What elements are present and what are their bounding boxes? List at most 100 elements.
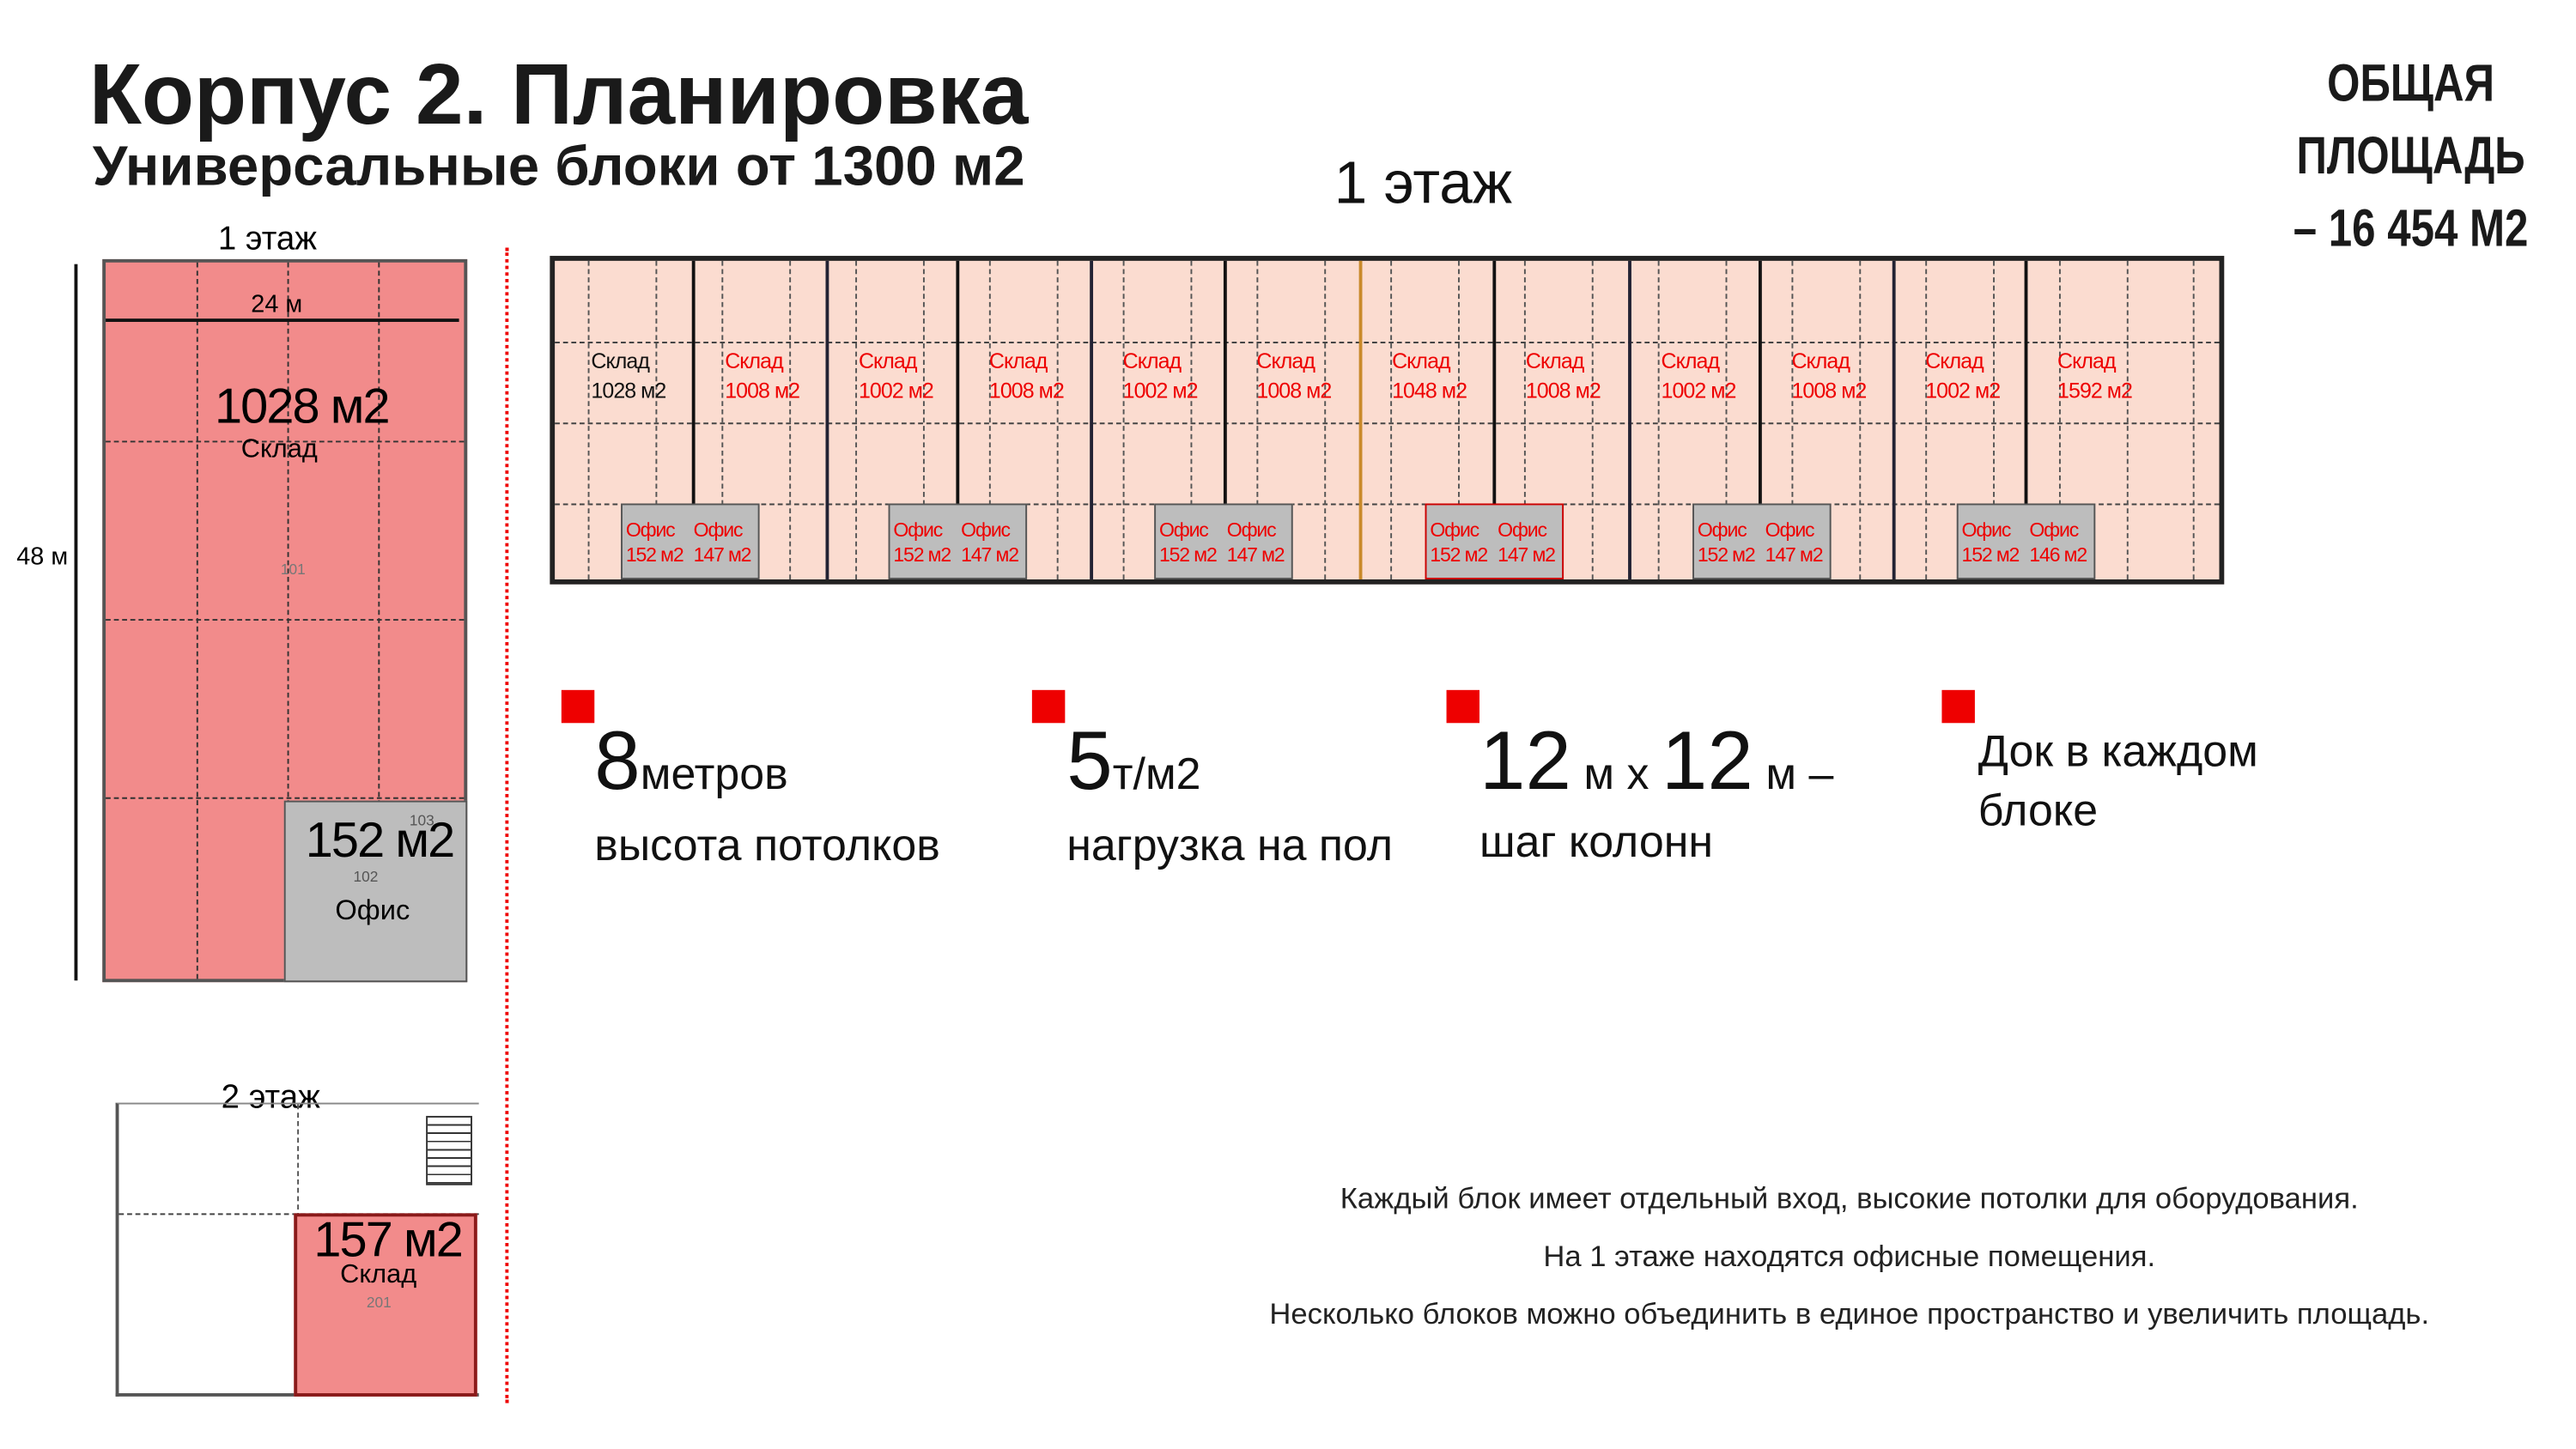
floor2-name: Склад	[340, 1261, 417, 1289]
block-name: Склад	[1791, 348, 1850, 373]
main-floor-plan: Склад 1028 м2 Склад 1008 м2 Склад 1002 м2 Скла…	[550, 256, 2225, 585]
stairs-icon	[426, 1115, 472, 1185]
office-label: Офис 152 м2	[1430, 518, 1488, 568]
office-name: Офис	[693, 518, 744, 542]
block-name: Склад	[1925, 348, 1984, 373]
block-name: Склад	[1392, 348, 1451, 373]
column-line	[2192, 260, 2195, 579]
separator	[505, 247, 509, 1404]
block-label: Склад 1002 м2	[1661, 347, 1737, 406]
column-line	[988, 260, 991, 579]
office-label: Офис 152 м2	[1158, 518, 1218, 568]
office-name: Офис	[1226, 518, 1277, 542]
office-name: Офис	[335, 894, 410, 926]
block-area: 1008 м2	[1791, 378, 1867, 403]
block-divider	[825, 260, 829, 579]
width-label: 24 м	[251, 290, 303, 319]
bullet-icon	[1446, 689, 1480, 724]
column-line	[1390, 260, 1393, 579]
office-pair: Офис 152 м2 Офис 147 м2	[1692, 503, 1832, 579]
office-area: 147 м2	[1498, 543, 1556, 567]
office-label: Офис 147 м2	[1227, 518, 1285, 568]
block-area: 1008 м2	[1525, 378, 1601, 403]
column-line	[2058, 260, 2061, 579]
block-label: Склад 1008 м2	[988, 347, 1065, 406]
office-pair: Офис 152 м2 Офис 147 м2	[621, 503, 760, 579]
note-line: Несколько блоков можно объединить в един…	[1269, 1297, 2430, 1331]
block-divider	[1358, 260, 1363, 579]
block-area: 1008 м2	[725, 378, 800, 403]
room-number: 102	[353, 868, 379, 885]
feature-unit: метров	[640, 749, 788, 799]
room-number: 201	[366, 1294, 392, 1311]
column-line	[654, 260, 657, 579]
height-label: 48 м	[16, 543, 69, 572]
grid-line	[555, 342, 2220, 343]
block-area: 1002 м2	[1925, 378, 2001, 403]
office-pair: Офис 152 м2 Офис 146 м2	[1956, 503, 2096, 579]
column-line	[788, 260, 791, 579]
block-label: Склад 1592 м2	[2057, 347, 2133, 406]
floor2-area: 157 м2	[313, 1213, 463, 1268]
page-subtitle: Универсальные блоки от 1300 м2	[92, 135, 1025, 198]
office-area: 152 м2	[1430, 543, 1488, 567]
office-label: Офис 147 м2	[1498, 518, 1556, 568]
office-name: Офис	[961, 518, 1011, 542]
block-floor2-label: 2 этаж	[221, 1079, 320, 1116]
room-number: 101	[280, 561, 306, 579]
column-line	[1189, 260, 1192, 579]
total-area: ОБЩАЯ ПЛОЩАДЬ – 16 454 М2	[2252, 46, 2569, 264]
feature-value: 12	[1479, 714, 1571, 808]
block-area: 1048 м2	[1392, 378, 1467, 403]
block-name: Склад	[725, 348, 784, 373]
block-area: 1008 м2	[988, 378, 1065, 403]
column-line	[1055, 260, 1058, 579]
page-title: Корпус 2. Планировка	[88, 47, 1029, 144]
block-label: Склад 1008 м2	[1256, 347, 1332, 406]
column-line	[1657, 260, 1660, 579]
block-label: Склад 1008 м2	[1526, 347, 1601, 406]
office-pair: Офис 152 м2 Офис 147 м2	[1154, 503, 1293, 579]
block-name: Склад	[1525, 348, 1585, 373]
note-line: На 1 этаже находятся офисные помещения.	[1543, 1240, 2156, 1273]
office-label: Офис 146 м2	[2029, 518, 2087, 568]
block-area: 1002 м2	[1661, 378, 1737, 403]
office-area: 147 м2	[1226, 543, 1285, 567]
office-name: Офис	[1158, 518, 1209, 542]
office-area: 152 м2	[305, 814, 455, 869]
column-line	[1590, 260, 1593, 579]
office-area: 147 м2	[961, 543, 1019, 567]
block-divider	[1892, 260, 1896, 579]
feature-value: 5	[1066, 714, 1113, 808]
total-area-label: ОБЩАЯ ПЛОЩАДЬ	[2296, 52, 2525, 185]
block-divider	[1628, 260, 1631, 579]
office-name: Офис	[1430, 518, 1479, 542]
office-102	[283, 800, 468, 983]
room-number: 103	[409, 812, 434, 829]
office-area: 152 м2	[1697, 543, 1756, 567]
block-floor1-plan	[102, 258, 468, 983]
column-line	[1992, 260, 1995, 579]
column-line	[1323, 260, 1326, 579]
block-label: Склад 1008 м2	[1791, 347, 1867, 406]
block-name: Склад	[2057, 348, 2117, 373]
office-label: Офис 152 м2	[1962, 518, 2020, 568]
floor2-highlight	[294, 1213, 477, 1397]
block-area: 1028 м2	[591, 378, 666, 403]
block-name: Склад	[988, 348, 1048, 373]
office-area: 152 м2	[1961, 543, 2020, 567]
office-name: Офис	[1498, 518, 1547, 542]
bullet-icon	[1941, 689, 1975, 724]
column-line	[587, 260, 590, 579]
office-label: Офис 152 м2	[626, 518, 684, 568]
block-label: Склад 1002 м2	[1122, 347, 1199, 406]
block-name: Склад	[1122, 348, 1182, 373]
office-area: 147 м2	[693, 543, 752, 567]
column-line	[1457, 260, 1459, 579]
block-label: Склад 1048 м2	[1392, 347, 1467, 406]
column-line	[855, 260, 858, 579]
column-line	[1724, 260, 1727, 579]
column-line	[721, 260, 724, 579]
office-area: 146 м2	[2029, 543, 2087, 567]
